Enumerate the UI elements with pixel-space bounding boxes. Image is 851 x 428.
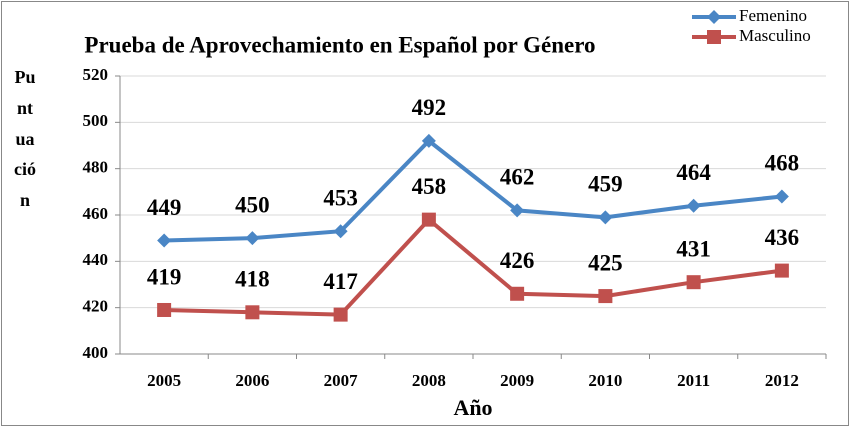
data-label: 462 xyxy=(500,165,535,190)
x-tick-label: 2011 xyxy=(677,371,710,390)
y-tick-label: 480 xyxy=(83,158,109,177)
x-tick-label: 2010 xyxy=(588,371,622,390)
data-label: 450 xyxy=(235,192,270,217)
data-label: 468 xyxy=(765,151,800,176)
point xyxy=(598,289,613,304)
y-axis-title: Puntuación xyxy=(14,67,36,211)
point xyxy=(245,231,260,246)
y-tick-label: 440 xyxy=(83,250,109,269)
y-tick-label: 400 xyxy=(83,343,109,362)
point xyxy=(157,302,172,317)
point xyxy=(686,198,701,213)
data-label: 436 xyxy=(765,225,800,250)
data-label: 417 xyxy=(323,269,358,294)
point xyxy=(245,305,260,320)
point xyxy=(774,189,789,204)
data-label: 425 xyxy=(588,250,623,275)
point xyxy=(510,203,525,218)
y-tick-label: 420 xyxy=(83,297,109,316)
data-label: 459 xyxy=(588,172,623,197)
y-tick-label: 460 xyxy=(83,204,109,223)
point xyxy=(421,212,436,227)
legend-marker xyxy=(707,10,721,24)
data-label: 419 xyxy=(147,264,182,289)
point xyxy=(686,275,701,290)
x-axis-title: Año xyxy=(453,395,492,420)
series-line xyxy=(164,216,783,317)
series-line xyxy=(164,138,783,243)
point xyxy=(157,233,172,248)
legend-label: Masculino xyxy=(739,26,811,45)
data-label: 458 xyxy=(412,174,447,199)
y-tick-label: 500 xyxy=(83,111,109,130)
point xyxy=(774,263,789,278)
data-label: 426 xyxy=(500,248,535,273)
legend-marker xyxy=(707,30,721,44)
y-tick-label: 520 xyxy=(83,65,109,84)
x-tick-label: 2012 xyxy=(765,371,799,390)
legend-label: Femenino xyxy=(739,6,807,25)
x-tick-label: 2007 xyxy=(324,371,359,390)
data-label: 431 xyxy=(676,236,711,261)
x-tick-label: 2009 xyxy=(500,371,534,390)
data-label: 449 xyxy=(147,195,182,220)
data-label: 453 xyxy=(323,185,358,210)
point xyxy=(333,307,348,322)
point xyxy=(598,210,613,225)
chart-title: Prueba de Aprovechamiento en Español por… xyxy=(84,32,595,57)
point xyxy=(333,224,348,239)
data-label: 492 xyxy=(412,95,447,120)
x-tick-label: 2005 xyxy=(147,371,181,390)
data-label: 464 xyxy=(676,160,711,185)
point xyxy=(510,286,525,301)
x-tick-label: 2006 xyxy=(235,371,269,390)
point xyxy=(421,133,436,148)
data-label: 418 xyxy=(235,267,270,292)
x-tick-label: 2008 xyxy=(412,371,446,390)
